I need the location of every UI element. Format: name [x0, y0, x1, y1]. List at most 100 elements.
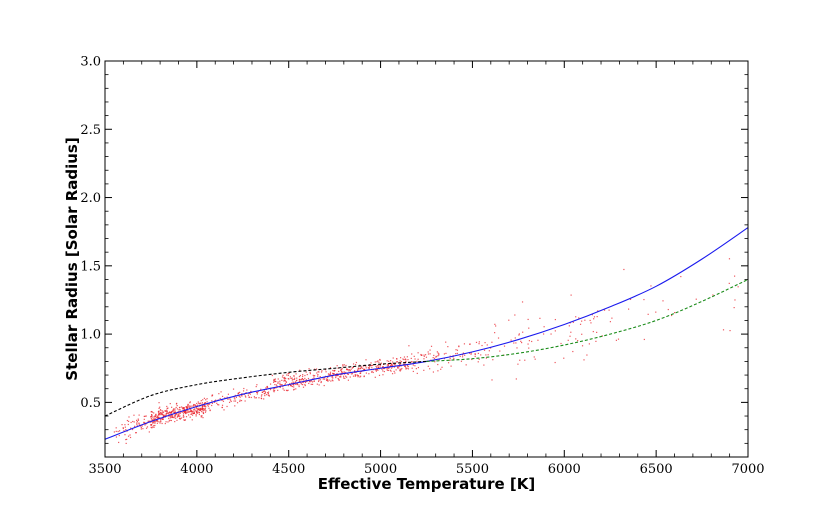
scatter-point: [359, 376, 361, 378]
scatter-point: [484, 342, 486, 344]
scatter-point: [200, 409, 203, 411]
scatter-point: [283, 380, 285, 382]
scatter-point: [331, 376, 333, 378]
scatter-point: [320, 371, 323, 373]
scatter-point: [387, 364, 390, 367]
scatter-point: [405, 367, 407, 369]
scatter-point: [168, 412, 170, 414]
scatter-point: [199, 407, 201, 410]
scatter-point: [201, 408, 204, 410]
scatter-point: [388, 360, 390, 362]
scatter-point: [260, 395, 263, 397]
scatter-point: [338, 378, 340, 381]
scatter-points: [113, 258, 739, 445]
scatter-point: [390, 367, 393, 369]
x-axis-label: Effective Temperature [K]: [318, 475, 535, 493]
scatter-point: [345, 376, 348, 378]
scatter-point: [391, 364, 394, 366]
scatter-point: [330, 374, 332, 376]
scatter-point: [241, 395, 243, 397]
scatter-point: [157, 420, 159, 422]
scatter-point: [347, 369, 349, 371]
scatter-point: [437, 352, 439, 354]
scatter-point: [183, 407, 185, 409]
scatter-point: [371, 370, 373, 372]
scatter-point: [274, 380, 277, 383]
scatter-point: [286, 374, 288, 376]
scatter-point: [324, 369, 327, 371]
scatter-point: [377, 360, 379, 362]
scatter-point: [185, 412, 187, 414]
scatter-point: [323, 378, 325, 380]
scatter-point: [189, 402, 191, 404]
scatter-point: [189, 401, 191, 403]
scatter-point: [382, 370, 384, 372]
scatter-point: [285, 377, 287, 380]
scatter-point: [316, 383, 318, 385]
scatter-point: [276, 385, 278, 387]
scatter-point: [198, 402, 200, 404]
scatter-point: [136, 422, 138, 424]
scatter-point: [273, 379, 275, 382]
scatter-point: [296, 382, 298, 385]
scatter-point: [300, 383, 303, 385]
scatter-point: [293, 375, 295, 377]
scatter-point: [432, 357, 434, 359]
scatter-point: [310, 383, 312, 385]
scatter-point: [495, 325, 497, 327]
scatter-point: [298, 384, 300, 386]
scatter-point: [201, 405, 203, 408]
scatter-point: [179, 415, 181, 417]
scatter-point: [390, 363, 393, 365]
scatter-point: [199, 409, 201, 411]
scatter-point: [279, 382, 281, 384]
scatter-point: [264, 390, 266, 393]
scatter-point: [161, 413, 164, 415]
scatter-point: [617, 338, 620, 340]
y-tick-label: 2.5: [80, 123, 101, 138]
scatter-point: [164, 415, 166, 417]
scatter-point: [202, 407, 204, 410]
scatter-point: [514, 314, 516, 316]
scatter-point: [277, 382, 279, 384]
scatter-point: [194, 404, 196, 406]
scatter-point: [354, 374, 356, 376]
scatter-point: [158, 414, 160, 416]
scatter-point: [292, 378, 294, 381]
scatter-point: [477, 352, 479, 355]
scatter-point: [169, 402, 171, 405]
scatter-point: [414, 358, 416, 360]
scatter-point: [173, 417, 175, 419]
scatter-point: [302, 381, 304, 384]
scatter-point: [309, 373, 311, 375]
scatter-point: [337, 374, 339, 377]
scatter-point: [272, 388, 275, 390]
scatter-point: [154, 418, 156, 420]
scatter-point: [243, 387, 245, 390]
scatter-point: [201, 402, 203, 404]
scatter-point: [152, 418, 154, 420]
scatter-point: [308, 382, 310, 385]
scatter-point: [350, 368, 352, 370]
scatter-point: [429, 368, 431, 370]
scatter-point: [159, 408, 162, 411]
scatter-point: [591, 314, 593, 316]
scatter-point: [226, 396, 228, 398]
scatter-point: [734, 299, 736, 301]
scatter-point: [356, 374, 358, 376]
scatter-point: [508, 319, 510, 321]
scatter-point: [302, 375, 304, 377]
scatter-point: [164, 410, 166, 412]
scatter-point: [405, 360, 407, 362]
scatter-point: [380, 362, 383, 364]
scatter-point: [125, 438, 127, 441]
scatter-point: [170, 411, 173, 413]
scatter-point: [202, 412, 205, 415]
scatter-point: [115, 430, 117, 432]
scatter-point: [311, 383, 314, 385]
scatter-point: [370, 362, 372, 364]
scatter-point: [379, 359, 381, 361]
scatter-point: [290, 384, 292, 387]
scatter-point: [174, 415, 176, 417]
scatter-point: [358, 367, 360, 369]
